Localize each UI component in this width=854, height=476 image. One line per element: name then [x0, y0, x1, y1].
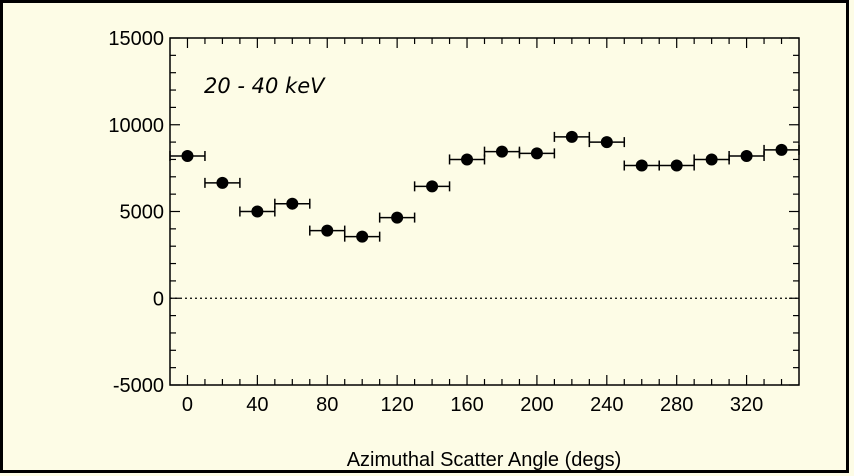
x-tick-label: 200: [520, 394, 553, 416]
data-series: [169, 130, 800, 243]
data-point: [600, 136, 613, 149]
x-tick-label: 0: [182, 394, 193, 416]
energy-range-annotation: 20 - 40 keV: [204, 74, 326, 98]
y-axis: -5000 0 5000 10000 15000: [108, 28, 799, 397]
data-point: [181, 149, 194, 162]
x-axis-title: Azimuthal Scatter Angle (degs): [347, 449, 622, 471]
data-point: [495, 145, 508, 158]
x-tick-label: 40: [246, 394, 268, 416]
y-tick-label: 10000: [108, 115, 164, 137]
data-point: [216, 176, 229, 189]
y-tick-label: 0: [153, 288, 164, 310]
data-point: [635, 159, 648, 172]
y-tick-label: 5000: [120, 202, 165, 224]
x-tick-label: 160: [450, 394, 483, 416]
data-point: [740, 149, 753, 162]
data-point: [565, 130, 578, 143]
data-point: [461, 153, 474, 166]
x-tick-label: 320: [730, 394, 763, 416]
data-point: [321, 224, 334, 237]
data-point: [356, 230, 369, 243]
data-point: [391, 211, 404, 224]
data-point: [426, 180, 439, 193]
data-point: [530, 147, 543, 160]
data-point: [286, 197, 299, 210]
x-axis: 0 40 80 120 160 200 240 280 320: [182, 38, 783, 416]
x-tick-label: 240: [590, 394, 623, 416]
x-tick-label: 280: [660, 394, 693, 416]
y-tick-label: -5000: [113, 375, 164, 397]
data-point: [775, 143, 788, 156]
data-point: [670, 159, 683, 172]
x-tick-label: 120: [380, 394, 413, 416]
data-point: [705, 153, 718, 166]
data-point: [251, 205, 264, 218]
x-tick-label: 80: [316, 394, 338, 416]
y-tick-label: 15000: [108, 28, 164, 50]
